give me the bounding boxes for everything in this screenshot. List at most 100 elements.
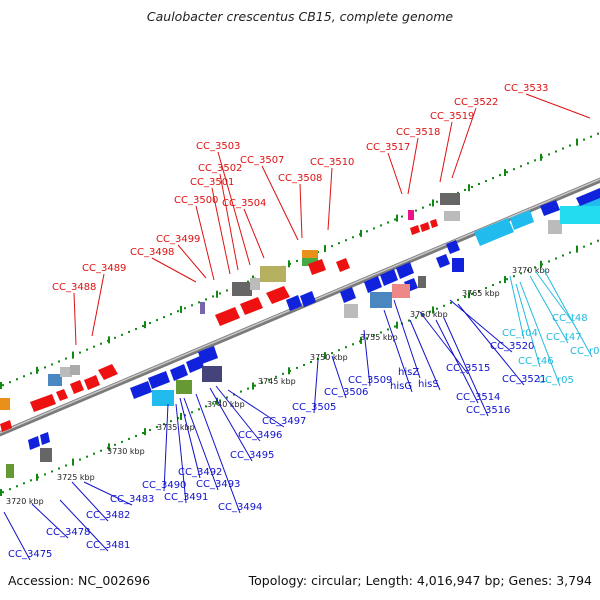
gene-box[interactable] [452, 258, 464, 272]
gene-label[interactable]: CC_3482 [86, 510, 130, 521]
gene-box[interactable] [302, 258, 318, 266]
gene-box[interactable] [70, 365, 80, 375]
gene-arrow[interactable] [84, 375, 100, 390]
gene-arrow[interactable] [540, 200, 560, 216]
gene-label[interactable]: CC_3517 [366, 142, 410, 153]
gene-arrow[interactable] [340, 287, 356, 303]
gene-label[interactable]: CC_3504 [222, 198, 266, 209]
gene-label[interactable]: CC_3478 [46, 527, 90, 538]
gene-box[interactable] [202, 366, 222, 382]
gene-label[interactable]: CC_3491 [164, 492, 208, 503]
gene-arrow[interactable] [286, 295, 302, 311]
gene-label[interactable]: CC_3507 [240, 155, 284, 166]
gene-box[interactable] [40, 448, 52, 462]
gene-box[interactable] [260, 266, 286, 282]
gene-label[interactable]: CC_t47 [546, 332, 582, 343]
gene-label[interactable]: CC_3505 [292, 402, 336, 413]
gene-box[interactable] [60, 367, 72, 377]
gene-box[interactable] [344, 304, 358, 318]
gene-label[interactable]: CC_3499 [156, 234, 200, 245]
gene-label[interactable]: CC_3506 [324, 387, 368, 398]
gene-box[interactable] [560, 206, 600, 224]
gene-label[interactable]: CC_3502 [198, 163, 242, 174]
gene-box[interactable] [392, 284, 410, 298]
gene-label[interactable]: hisG [390, 381, 412, 392]
gene-label[interactable]: CC_3494 [218, 502, 262, 513]
gene-arrow[interactable] [0, 420, 12, 432]
gene-label[interactable]: CC_3515 [446, 363, 490, 374]
gene-label[interactable]: CC_3500 [174, 195, 218, 206]
gene-arrow[interactable] [198, 346, 218, 364]
gene-label[interactable]: CC_3481 [86, 540, 130, 551]
gene-label[interactable]: CC_r04 [502, 328, 538, 339]
gene-label[interactable]: CC_3497 [262, 416, 306, 427]
gene-box[interactable] [444, 211, 460, 221]
gene-arrow[interactable] [170, 364, 188, 381]
gene-label[interactable]: CC_3492 [178, 467, 222, 478]
gene-label[interactable]: CC_3483 [110, 494, 154, 505]
gene-arrow[interactable] [336, 258, 350, 272]
gene-box[interactable] [232, 282, 252, 296]
gene-label[interactable]: CC_3498 [130, 247, 174, 258]
gene-box[interactable] [6, 464, 14, 478]
gene-box[interactable] [370, 292, 392, 308]
gene-arrow[interactable] [446, 240, 460, 254]
gene-label[interactable]: CC_3519 [430, 111, 474, 122]
gene-arrow[interactable] [436, 254, 450, 268]
gene-label[interactable]: CC_3518 [396, 127, 440, 138]
gene-arrow[interactable] [130, 381, 152, 399]
gene-label[interactable]: CC_r06 [570, 346, 600, 357]
gene-arrow[interactable] [70, 380, 84, 394]
gene-arrow[interactable] [396, 262, 414, 279]
gene-box[interactable] [302, 250, 318, 258]
gene-box[interactable] [0, 398, 10, 410]
gene-label[interactable]: CC_r05 [538, 375, 574, 386]
gene-box[interactable] [152, 390, 174, 406]
gene-label[interactable]: hisZ [398, 367, 419, 378]
gene-box[interactable] [408, 210, 414, 220]
gene-label[interactable]: CC_3501 [190, 177, 234, 188]
gene-box[interactable] [48, 374, 62, 386]
gene-label[interactable]: CC_3516 [466, 405, 510, 416]
gene-label[interactable]: CC_3508 [278, 173, 322, 184]
gene-arrow[interactable] [28, 436, 40, 450]
gene-label[interactable]: CC_3496 [238, 430, 282, 441]
gene-label[interactable]: CC_3475 [8, 549, 52, 560]
gene-arrow[interactable] [510, 210, 534, 230]
gene-label[interactable]: CC_3503 [196, 141, 240, 152]
gene-label[interactable]: CC_3514 [456, 392, 500, 403]
gene-arrow[interactable] [148, 371, 170, 389]
gene-arrow[interactable] [266, 286, 290, 304]
gene-arrow[interactable] [410, 225, 420, 235]
gene-arrow[interactable] [40, 432, 50, 445]
gene-arrow[interactable] [240, 297, 263, 315]
gene-label[interactable]: CC_3509 [348, 375, 392, 386]
gene-arrow[interactable] [215, 307, 240, 326]
gene-box[interactable] [200, 302, 205, 314]
gene-arrow[interactable] [576, 188, 600, 206]
gene-box[interactable] [250, 278, 260, 290]
gene-box[interactable] [440, 193, 460, 205]
gene-arrow[interactable] [474, 218, 514, 246]
gene-label[interactable]: hisS [418, 379, 439, 390]
gene-box[interactable] [548, 220, 562, 234]
gene-label[interactable]: CC_3522 [454, 97, 498, 108]
gene-arrow[interactable] [98, 364, 118, 380]
gene-arrow[interactable] [30, 394, 56, 412]
gene-label[interactable]: CC_3520 [490, 341, 534, 352]
gene-arrow[interactable] [364, 276, 382, 293]
gene-label[interactable]: CC_3489 [82, 263, 126, 274]
gene-arrow[interactable] [430, 219, 438, 228]
gene-label[interactable]: CC_3521 [502, 374, 546, 385]
gene-box[interactable] [176, 380, 192, 394]
gene-label[interactable]: CC_3533 [504, 83, 548, 94]
gene-arrow[interactable] [56, 389, 68, 401]
gene-label[interactable]: CC_3493 [196, 479, 240, 490]
gene-label[interactable]: CC_t46 [518, 356, 554, 367]
gene-arrow[interactable] [300, 291, 316, 307]
gene-label[interactable]: CC_3510 [310, 157, 354, 168]
gene-label[interactable]: CC_3495 [230, 450, 274, 461]
gene-label[interactable]: CC_3490 [142, 480, 186, 491]
gene-label[interactable]: CC_t48 [552, 313, 588, 324]
gene-arrow[interactable] [380, 269, 398, 286]
